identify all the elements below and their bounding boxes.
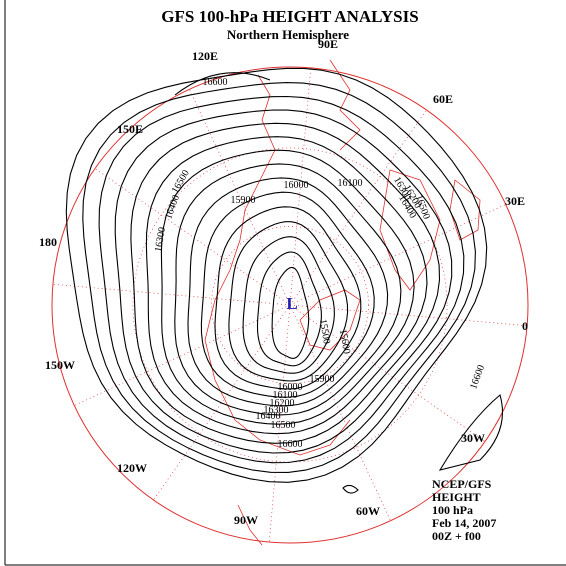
contour-line — [130, 122, 441, 444]
longitude-label: 90W — [234, 513, 258, 527]
contour-line — [228, 221, 349, 382]
contour-line — [114, 109, 453, 454]
coastline — [299, 289, 361, 351]
longitude-label: 150E — [117, 122, 143, 136]
longitude-label: 60W — [356, 504, 380, 518]
longitude-label: 60E — [433, 92, 453, 106]
info-line: NCEP/GFS — [432, 477, 492, 491]
contour-label: 16600 — [203, 77, 228, 88]
low-marker: L — [286, 294, 297, 313]
coastline — [379, 169, 441, 291]
contour-line — [65, 67, 488, 483]
subtitle: Northern Hemisphere — [227, 27, 349, 42]
info-line: 00Z + f00 — [432, 529, 481, 543]
contour-line — [214, 206, 362, 390]
info-line: Feb 14, 2007 — [432, 516, 496, 530]
longitude-label: 150W — [45, 358, 75, 372]
graticule — [51, 66, 529, 544]
contour-label: 15900 — [310, 374, 335, 385]
info-line: HEIGHT — [432, 490, 481, 504]
longitude-label: 90E — [318, 37, 338, 51]
contour-line — [271, 266, 310, 359]
contour-line — [438, 394, 504, 471]
contour-label: 16300 — [264, 405, 289, 416]
coastline — [329, 59, 361, 151]
contour-label: 16400 — [256, 411, 281, 422]
contour-label: 16100 — [273, 390, 298, 401]
contour-line — [187, 177, 389, 407]
contour-line — [174, 72, 271, 96]
contour-label: 16000 — [278, 382, 303, 393]
title: GFS 100-hPa HEIGHT ANALYSIS — [161, 7, 418, 26]
coastline — [237, 504, 263, 546]
coastline — [204, 74, 351, 456]
contour-line — [82, 82, 476, 473]
contour-label: 16300 — [153, 226, 168, 253]
contour-label: 16100 — [338, 178, 363, 189]
contour-line — [160, 149, 415, 425]
contour-label: 16200 — [270, 398, 295, 409]
longitude-label: 180 — [39, 235, 57, 249]
longitude-label: 30W — [461, 431, 485, 445]
longitude-label: 30E — [505, 194, 525, 208]
contour-label: 16500 — [271, 420, 296, 431]
contour-label: 16600 — [278, 439, 303, 450]
contour-line — [98, 95, 465, 464]
contour-line — [242, 236, 335, 374]
latitude-circle — [211, 226, 369, 384]
contour-line — [174, 163, 402, 416]
contour-label: 15500 — [317, 318, 332, 345]
longitude-label: 0 — [522, 319, 528, 333]
contour-label: 15600 — [337, 328, 352, 355]
contour-line — [256, 251, 322, 367]
coastlines — [204, 59, 481, 546]
latitude-circle — [132, 147, 448, 463]
longitude-label: 120W — [117, 461, 147, 475]
hemisphere-edge — [51, 66, 529, 544]
coastline — [449, 179, 481, 241]
contour-line — [145, 136, 428, 435]
contour-label: 16000 — [284, 180, 309, 191]
contour-line — [200, 191, 375, 398]
longitude-label: 120E — [192, 49, 218, 63]
contour-line — [342, 484, 359, 494]
info-line: 100 hPa — [432, 503, 473, 517]
height-contours — [65, 67, 504, 494]
contour-label: 15900 — [231, 195, 256, 206]
